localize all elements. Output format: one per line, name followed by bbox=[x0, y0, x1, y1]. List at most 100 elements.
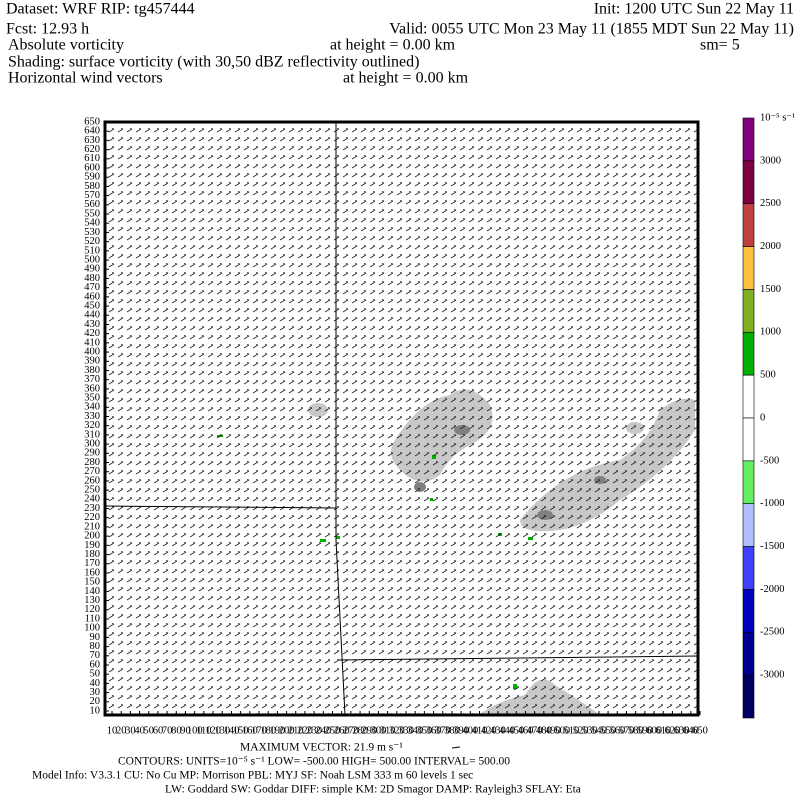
y-tick-label: 130 bbox=[84, 595, 100, 606]
field-height: at height = 0.00 km bbox=[330, 37, 456, 54]
x-tick-label: 230 bbox=[306, 725, 322, 736]
x-tick-label: 650 bbox=[692, 725, 708, 736]
colorbar-segment bbox=[742, 546, 755, 590]
contour-info: CONTOURS: UNITS=10⁻⁵ s⁻¹ LOW= -500.00 HI… bbox=[118, 756, 510, 768]
x-tick-label: 210 bbox=[288, 725, 304, 736]
y-tick-label: 200 bbox=[84, 531, 100, 542]
x-tick-label: 610 bbox=[655, 725, 671, 736]
y-tick-label: 220 bbox=[84, 512, 100, 523]
y-tick-label: 560 bbox=[84, 199, 100, 210]
colorbar-segment bbox=[742, 289, 755, 333]
y-tick-label: 290 bbox=[84, 448, 100, 459]
x-tick-label: 450 bbox=[508, 725, 524, 736]
y-tick-label: 30 bbox=[90, 687, 101, 698]
y-tick-label: 480 bbox=[84, 273, 100, 284]
x-tick-label: 320 bbox=[389, 725, 405, 736]
x-tick-label: 130 bbox=[214, 725, 230, 736]
y-tick-label: 580 bbox=[84, 181, 100, 192]
x-tick-label: 550 bbox=[600, 725, 616, 736]
forecast-hour: Fcst: 12.93 h bbox=[6, 21, 89, 38]
x-tick-label: 270 bbox=[343, 725, 359, 736]
y-tick-label: 600 bbox=[84, 162, 100, 173]
x-tick-label: 310 bbox=[380, 725, 396, 736]
x-tick-label: 50 bbox=[144, 725, 155, 736]
max-vector: MAXIMUM VECTOR: 21.9 m s⁻¹ bbox=[240, 742, 403, 754]
y-tick-label: 70 bbox=[90, 650, 101, 661]
x-tick-label: 370 bbox=[435, 725, 451, 736]
y-tick-label: 60 bbox=[90, 659, 101, 670]
y-tick-label: 100 bbox=[84, 623, 100, 634]
y-tick-label: 120 bbox=[84, 604, 100, 615]
colorbar-label: 2000 bbox=[760, 241, 781, 252]
physics-info: LW: Goddard SW: Goddar DIFF: simple KM: … bbox=[165, 784, 581, 796]
y-tick-label: 460 bbox=[84, 291, 100, 302]
x-tick-label: 80 bbox=[171, 725, 182, 736]
y-tick-label: 40 bbox=[90, 678, 101, 689]
x-tick-label: 240 bbox=[315, 725, 331, 736]
colorbar-label: -2500 bbox=[760, 627, 785, 638]
x-tick-label: 110 bbox=[196, 725, 211, 736]
x-tick-label: 30 bbox=[125, 725, 136, 736]
shading-note: Shading: surface vorticity (with 30,50 d… bbox=[8, 54, 419, 71]
colorbar-label: 2500 bbox=[760, 198, 781, 209]
y-tick-label: 10 bbox=[90, 705, 101, 716]
y-tick-label: 550 bbox=[84, 208, 100, 219]
x-tick-label: 150 bbox=[233, 725, 249, 736]
y-tick-label: 530 bbox=[84, 227, 100, 238]
x-tick-label: 10 bbox=[107, 725, 118, 736]
x-tick-label: 480 bbox=[536, 725, 552, 736]
x-tick-label: 520 bbox=[573, 725, 589, 736]
x-tick-label: 510 bbox=[564, 725, 580, 736]
y-tick-label: 320 bbox=[84, 420, 100, 431]
colorbar-label: 0 bbox=[760, 412, 765, 423]
wind-vectors bbox=[105, 122, 698, 715]
x-tick-label: 420 bbox=[481, 725, 497, 736]
colorbar-segment bbox=[742, 117, 755, 162]
field-name: Horizontal wind vectors bbox=[8, 70, 163, 87]
colorbar-segment bbox=[742, 503, 755, 547]
y-tick-label: 50 bbox=[90, 669, 101, 680]
y-tick-label: 450 bbox=[84, 300, 100, 311]
y-tick-label: 140 bbox=[84, 586, 100, 597]
x-tick-label: 490 bbox=[545, 725, 561, 736]
x-tick-label: 560 bbox=[609, 725, 625, 736]
colorbar-label: -1500 bbox=[760, 541, 785, 552]
y-tick-label: 620 bbox=[84, 144, 100, 155]
colorbar-segment bbox=[742, 460, 755, 505]
x-tick-label: 140 bbox=[224, 725, 240, 736]
x-tick-label: 290 bbox=[361, 725, 377, 736]
y-tick-label: 640 bbox=[84, 126, 100, 137]
y-tick-label: 650 bbox=[84, 116, 100, 127]
x-tick-label: 590 bbox=[637, 725, 653, 736]
x-tick-label: 530 bbox=[582, 725, 598, 736]
y-tick-label: 210 bbox=[84, 521, 100, 532]
x-tick-label: 460 bbox=[518, 725, 534, 736]
x-tick-label: 40 bbox=[134, 725, 145, 736]
y-tick-label: 270 bbox=[84, 466, 100, 477]
x-tick-label: 330 bbox=[398, 725, 414, 736]
colorbar-segment bbox=[742, 203, 755, 247]
dataset: Dataset: WRF RIP: tg457444 bbox=[6, 1, 195, 18]
y-tick-label: 390 bbox=[84, 356, 100, 367]
x-tick-label: 280 bbox=[352, 725, 368, 736]
borders bbox=[104, 122, 699, 716]
y-tick-label: 470 bbox=[84, 282, 100, 293]
y-tick-label: 20 bbox=[90, 696, 101, 707]
colorbar-segment bbox=[742, 246, 755, 290]
y-tick-label: 310 bbox=[84, 429, 100, 440]
x-tick-label: 260 bbox=[334, 725, 350, 736]
map-panel bbox=[103, 120, 700, 717]
x-tick-label: 60 bbox=[153, 725, 164, 736]
field-name: Absolute vorticity bbox=[8, 37, 124, 54]
y-tick-label: 180 bbox=[84, 549, 100, 560]
y-tick-label: 160 bbox=[84, 567, 100, 578]
footer: MAXIMUM VECTOR: 21.9 m s⁻¹ CONTOURS: UNI… bbox=[32, 742, 581, 796]
y-tick-label: 150 bbox=[84, 577, 100, 588]
y-tick-label: 260 bbox=[84, 475, 100, 486]
x-tick-label: 90 bbox=[180, 725, 191, 736]
x-tick-label: 390 bbox=[453, 725, 469, 736]
colorbar: 10⁻⁵ s⁻¹ 3000 2500 2000 1500 1000 500 0 -500 -100… bbox=[742, 112, 795, 719]
colorbar-label: -3000 bbox=[760, 670, 785, 681]
x-tick-label: 380 bbox=[444, 725, 460, 736]
